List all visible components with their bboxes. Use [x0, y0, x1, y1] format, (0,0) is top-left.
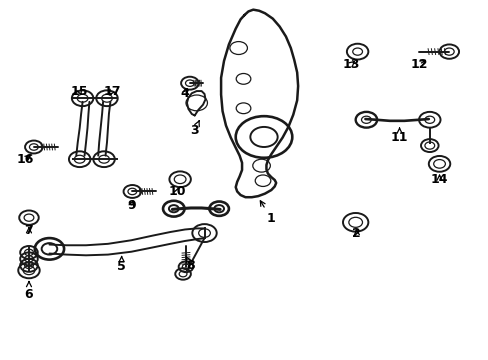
Text: 6: 6: [24, 282, 33, 301]
Text: 16: 16: [17, 153, 34, 166]
Text: 13: 13: [342, 58, 359, 71]
Text: 10: 10: [168, 185, 185, 198]
Text: 7: 7: [24, 224, 33, 238]
Text: 12: 12: [409, 58, 427, 71]
Text: 9: 9: [127, 199, 135, 212]
Text: 1: 1: [260, 201, 275, 225]
Text: 2: 2: [351, 226, 360, 239]
Text: 15: 15: [71, 85, 88, 98]
Text: 5: 5: [117, 257, 126, 273]
Text: 17: 17: [103, 85, 121, 98]
Text: 4: 4: [180, 87, 189, 100]
Text: 8: 8: [185, 256, 195, 272]
Text: 14: 14: [430, 173, 447, 186]
Text: 11: 11: [390, 128, 407, 144]
Text: 3: 3: [190, 121, 199, 137]
